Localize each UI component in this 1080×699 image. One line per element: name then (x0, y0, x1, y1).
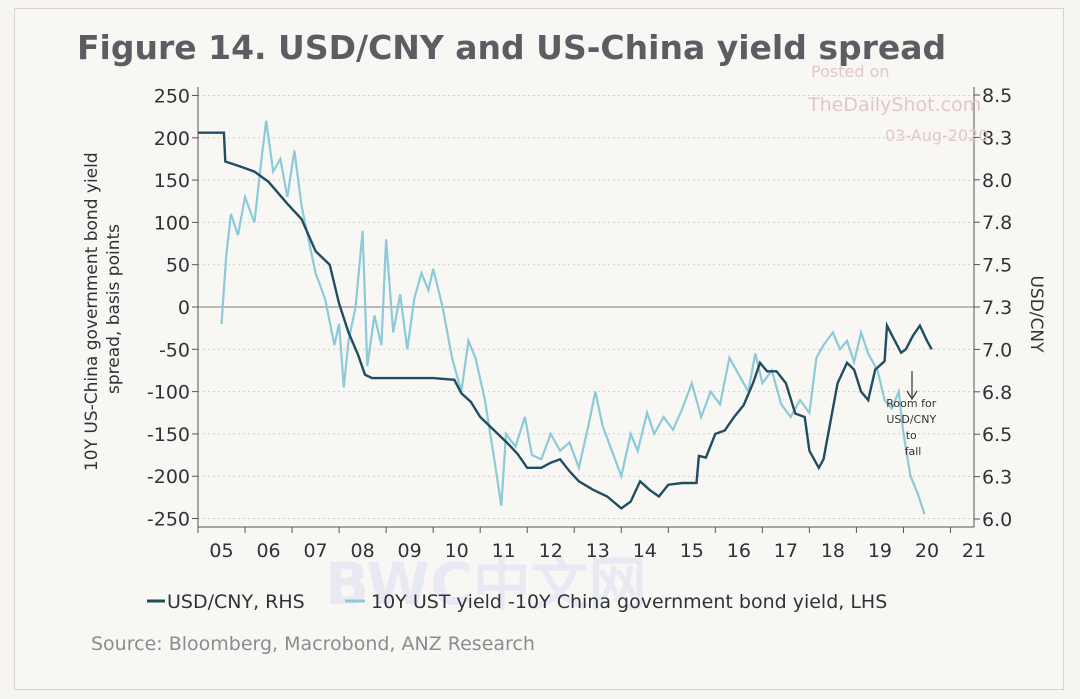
y-left-tick-label: 50 (166, 255, 190, 277)
x-tick-label: 18 (821, 540, 845, 562)
x-tick-label: 06 (256, 540, 280, 562)
x-tick-label: 21 (962, 540, 986, 562)
y-left-tick-labels: 250 200 150 100 50 0 -50 -100 -150 -200 -250 (147, 85, 198, 531)
y-left-axis-title-part2: spread, basis points (104, 224, 124, 394)
y-right-tick-label: 8.0 (982, 170, 1012, 192)
x-tick-label: 11 (492, 540, 516, 562)
x-tick-label: 20 (915, 540, 939, 562)
annotation-text: Room for USD/CNY to fall (886, 397, 939, 458)
chart-canvas: BWC中文网 Figure 14. USD/CNY and US-China y… (77, 28, 1046, 655)
y-right-tick-label: 8.5 (982, 85, 1012, 107)
x-tick-label: 14 (633, 540, 657, 562)
watermark-background: BWC中文网 (325, 550, 647, 618)
x-tick-label: 09 (398, 540, 422, 562)
annotation-line4: fall (905, 445, 922, 458)
gridlines (198, 94, 974, 520)
y-right-tick-label: 7.5 (982, 255, 1012, 277)
y-left-tick-label: 250 (154, 85, 190, 107)
x-tick-label: 19 (868, 540, 892, 562)
down-arrow-icon (906, 390, 918, 401)
y-left-tick-label: -50 (159, 339, 190, 361)
y-right-tick-label: 7.0 (982, 339, 1012, 361)
y-right-tick-label: 8.3 (982, 127, 1012, 149)
y-right-tick-label: 7.3 (982, 297, 1012, 319)
y-right-tick-label: 6.0 (982, 509, 1012, 531)
x-tick-label: 08 (351, 540, 375, 562)
source-note: Source: Bloomberg, Macrobond, ANZ Resear… (91, 633, 535, 655)
x-tick-label: 16 (727, 540, 751, 562)
y-left-tick-label: -200 (147, 466, 190, 488)
x-tick-label: 05 (209, 540, 233, 562)
x-tick-label: 15 (680, 540, 704, 562)
watermark-line2: TheDailyShot.com (807, 94, 981, 116)
y-left-axis-title-part1: 10Y US-China government bond yield (82, 152, 102, 471)
x-tick-label: 12 (539, 540, 563, 562)
y-right-tick-label: 6.5 (982, 424, 1012, 446)
y-left-tick-label: -150 (147, 424, 190, 446)
y-left-tick-label: -100 (147, 382, 190, 404)
series-line-yield-spread (220, 120, 926, 515)
y-right-tick-label: 7.8 (982, 212, 1012, 234)
y-right-axis-title: USD/CNY (1026, 275, 1046, 353)
y-left-tick-label: 0 (178, 297, 190, 319)
x-tick-label: 10 (445, 540, 469, 562)
annotation-line2: USD/CNY (886, 413, 936, 426)
y-left-tick-label: 200 (154, 128, 190, 150)
x-tick-label: 07 (303, 540, 327, 562)
legend-label-yield-spread: 10Y UST yield -10Y China government bond… (371, 591, 887, 613)
y-left-tick-label: 100 (154, 212, 190, 234)
y-right-tick-label: 6.8 (982, 382, 1012, 404)
watermark-line1: Posted on (811, 62, 890, 81)
chart-title: Figure 14. USD/CNY and US-China yield sp… (77, 28, 946, 67)
x-tick-label: 13 (586, 540, 610, 562)
y-left-tick-label: 150 (154, 170, 190, 192)
annotation-line1: Room for (886, 397, 936, 410)
x-tick-labels: 05 06 07 08 09 10 11 12 13 14 15 16 17 18 19 20 21 (197, 527, 986, 562)
legend-label-usdcny: USD/CNY, RHS (167, 591, 305, 613)
y-left-tick-label: -250 (147, 509, 190, 531)
y-left-axis-title-line1: 10Y US-China government bond yield sprea… (82, 147, 124, 471)
watermark-line3: 03-Aug-2020 (885, 126, 989, 145)
y-right-tick-labels: 8.5 8.3 8.0 7.8 7.5 7.3 7.0 6.8 6.5 6.3 6.0 (974, 85, 1012, 531)
x-tick-label: 17 (774, 540, 798, 562)
annotation-line3: to (906, 429, 917, 442)
series-line-usdcny (198, 131, 933, 510)
chart-figure: BWC中文网 Figure 14. USD/CNY and US-China y… (14, 8, 1064, 690)
y-right-tick-label: 6.3 (982, 467, 1012, 489)
